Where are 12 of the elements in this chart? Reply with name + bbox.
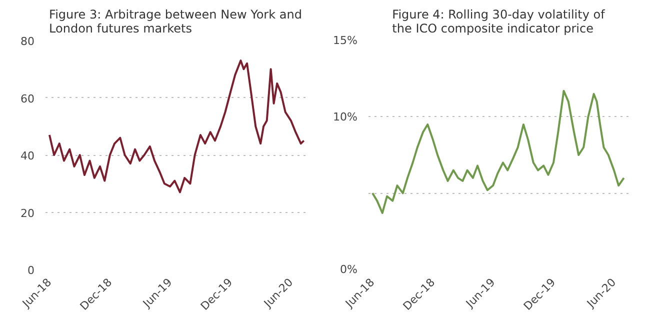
line-series	[371, 90, 625, 214]
y-tick-label: 60	[20, 92, 35, 106]
chart-title: Figure 4: Rolling 30-day volatility of the ICO composite indicator price	[392, 8, 606, 36]
y-tick-label: 15%	[333, 34, 358, 47]
y-tick-label: 40	[20, 150, 35, 162]
y-tick-label: 20	[20, 206, 35, 220]
line-series	[48, 60, 305, 194]
y-tick-label: 80	[20, 35, 35, 48]
y-tick-label: 10%	[333, 110, 358, 124]
y-tick-label: 0	[28, 264, 34, 277]
y-tick-label: 0%	[340, 263, 358, 276]
chart-title: Figure 3: Arbitrage between New York and London futures markets	[49, 8, 302, 36]
